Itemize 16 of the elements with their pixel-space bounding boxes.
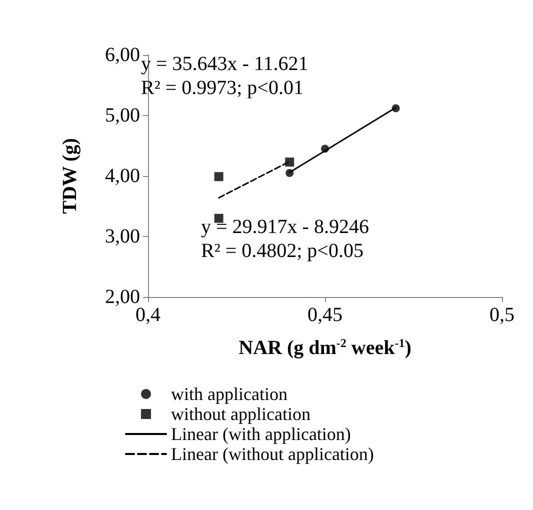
y-tick-label: 4,00 bbox=[105, 165, 140, 187]
legend-label: without application bbox=[171, 404, 310, 424]
point bbox=[214, 214, 224, 223]
legend-label: Linear (without application) bbox=[171, 444, 374, 464]
y-tick-label: 5,00 bbox=[105, 104, 140, 126]
x-tick-label: 0,5 bbox=[490, 304, 514, 326]
point bbox=[214, 172, 224, 182]
legend-label: Linear (with application) bbox=[171, 424, 351, 444]
annotation: y = 29.917x - 8.9246 R² = 0.4802; p<0.05 bbox=[201, 216, 369, 262]
y-axis-title: TDW (g) bbox=[59, 138, 81, 214]
x-tick-label: 0,45 bbox=[308, 304, 342, 326]
point bbox=[285, 158, 294, 167]
y-tick-label: 3,00 bbox=[105, 226, 140, 248]
y-tick-label: 6,00 bbox=[105, 44, 140, 66]
annotation: y = 35.643x - 11.621 R² = 0.9973; p<0.01 bbox=[141, 53, 308, 99]
legend-label: with application bbox=[171, 384, 288, 404]
